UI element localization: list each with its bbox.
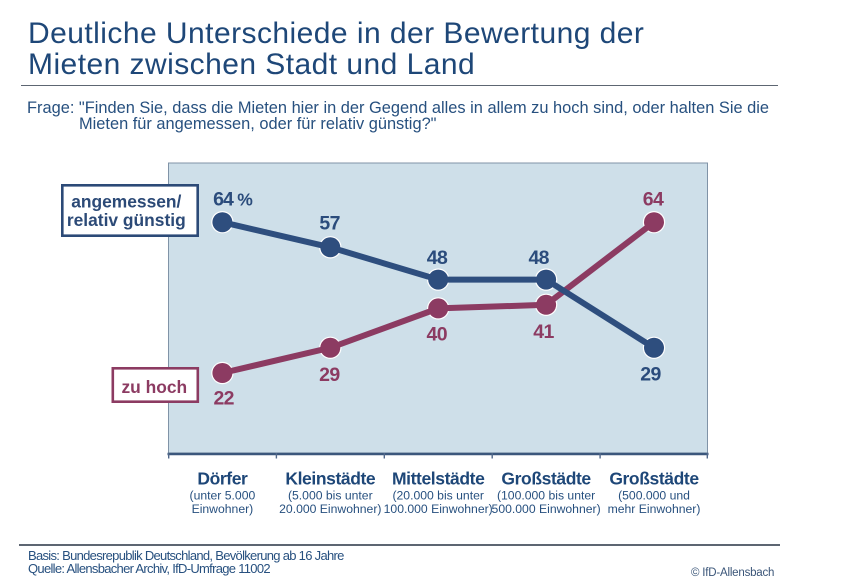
svg-text:Großstädte: Großstädte (501, 469, 591, 489)
svg-text:(unter 5.000: (unter 5.000 (190, 489, 256, 503)
svg-text:Dörfer: Dörfer (197, 469, 248, 489)
svg-text:57: 57 (319, 212, 340, 234)
svg-text:(100.000 bis unter: (100.000 bis unter (497, 489, 595, 503)
svg-text:500.000 Einwohner): 500.000 Einwohner) (492, 502, 601, 516)
svg-text:mehr Einwohner): mehr Einwohner) (608, 502, 701, 516)
svg-text:64 %: 64 % (213, 189, 253, 211)
svg-text:48: 48 (427, 247, 448, 269)
svg-text:Kleinstädte: Kleinstädte (285, 469, 376, 489)
svg-text:29: 29 (319, 364, 340, 386)
svg-text:(500.000 und: (500.000 und (618, 489, 690, 503)
svg-text:zu hoch: zu hoch (121, 377, 187, 397)
svg-text:40: 40 (427, 324, 448, 346)
svg-text:relativ günstig: relativ günstig (67, 210, 186, 230)
svg-text:Großstädte: Großstädte (609, 469, 699, 489)
svg-text:29: 29 (640, 363, 661, 385)
svg-text:20.000 Einwohner): 20.000 Einwohner) (279, 502, 381, 516)
svg-text:41: 41 (533, 321, 554, 343)
svg-text:100.000 Einwohner): 100.000 Einwohner) (384, 502, 493, 516)
svg-text:angemessen/: angemessen/ (71, 192, 181, 212)
svg-text:Mittelstädte: Mittelstädte (392, 469, 485, 489)
svg-text:22: 22 (213, 388, 234, 410)
svg-text:(20.000 bis unter: (20.000 bis unter (392, 489, 483, 503)
svg-text:Einwohner): Einwohner) (192, 502, 254, 516)
svg-text:48: 48 (528, 247, 549, 269)
svg-text:(5.000 bis unter: (5.000 bis unter (288, 489, 373, 503)
svg-text:64: 64 (643, 189, 664, 211)
